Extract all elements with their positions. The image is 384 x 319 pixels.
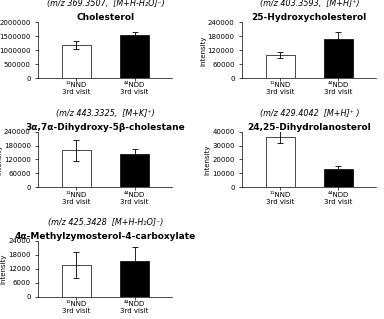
Text: (m/z 403.3593,  [M+H]⁺): (m/z 403.3593, [M+H]⁺) <box>260 0 359 8</box>
Y-axis label: Intensity: Intensity <box>205 144 211 175</box>
Title: 4α-Methylzymosterol-4-carboxylate: 4α-Methylzymosterol-4-carboxylate <box>15 232 196 241</box>
Text: (m/z 369.3507,  [M+H-H₂O]⁻): (m/z 369.3507, [M+H-H₂O]⁻) <box>46 0 164 8</box>
Bar <box>120 35 149 78</box>
Title: 25-Hydroxycholesterol: 25-Hydroxycholesterol <box>252 13 367 22</box>
Bar <box>324 39 353 78</box>
Bar <box>62 265 91 297</box>
Y-axis label: Intensity: Intensity <box>1 253 7 284</box>
Bar <box>62 45 91 78</box>
Bar <box>266 55 295 78</box>
Bar <box>266 137 295 188</box>
Y-axis label: Intensity: Intensity <box>0 144 2 175</box>
Title: 3α,7α-Dihydroxy-5β-cholestane: 3α,7α-Dihydroxy-5β-cholestane <box>26 122 185 131</box>
Title: 24,25-Dihydrolanosterol: 24,25-Dihydrolanosterol <box>247 122 371 131</box>
Text: (m/z 429.4042  [M+H]⁺ ): (m/z 429.4042 [M+H]⁺ ) <box>260 108 359 118</box>
Text: (m/z 443.3325,  [M+K]⁺): (m/z 443.3325, [M+K]⁺) <box>56 108 155 118</box>
Y-axis label: Intensity: Intensity <box>200 35 206 66</box>
Bar <box>120 154 149 188</box>
Text: (m/z 425.3428  [M+H-H₂O]⁻): (m/z 425.3428 [M+H-H₂O]⁻) <box>48 218 163 227</box>
Bar <box>120 261 149 297</box>
Title: Cholesterol: Cholesterol <box>76 13 134 22</box>
Bar <box>62 150 91 188</box>
Bar <box>324 169 353 188</box>
